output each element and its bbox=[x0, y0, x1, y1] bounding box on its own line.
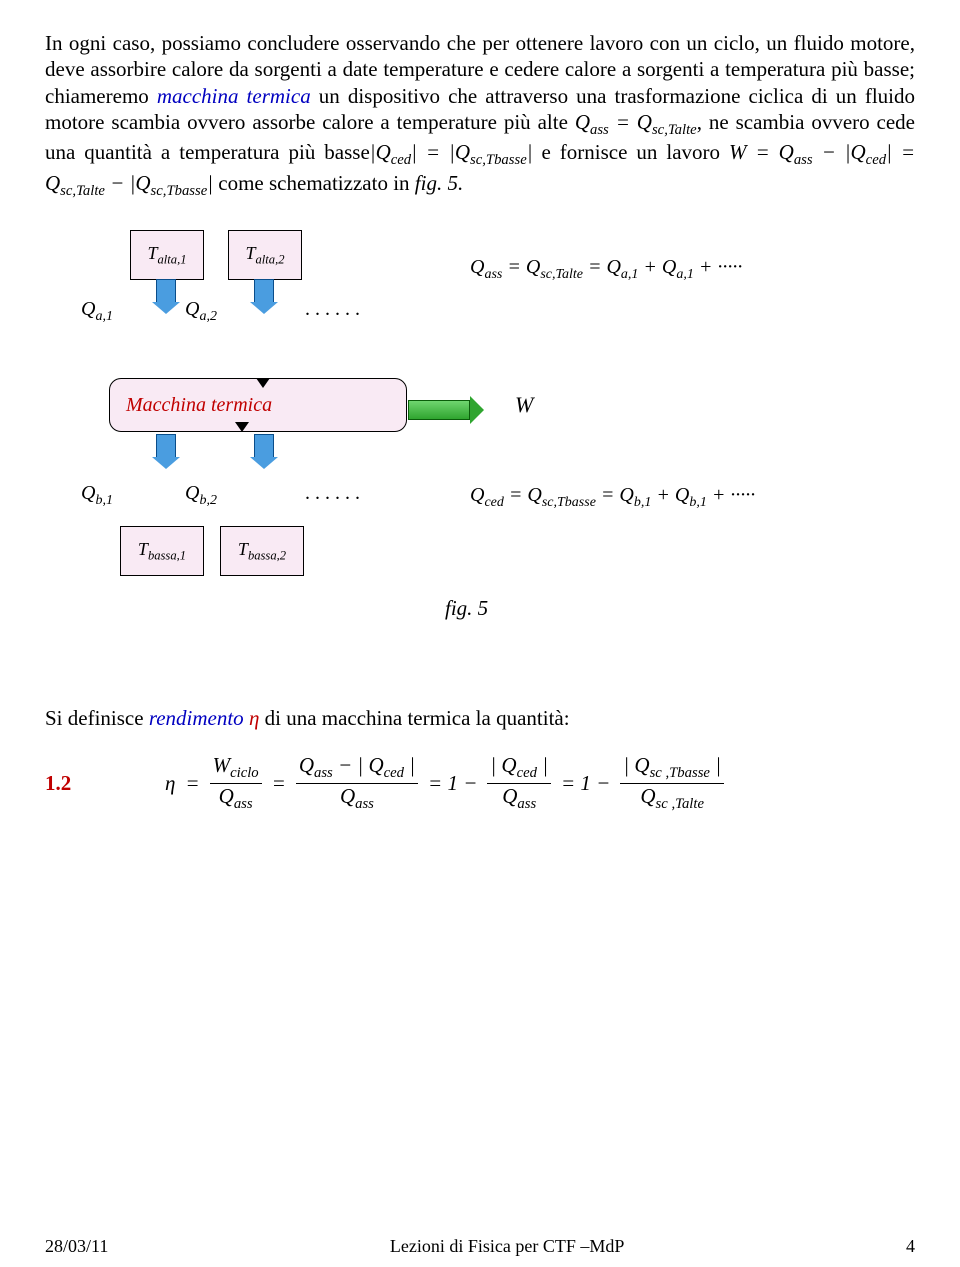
footer-date: 28/03/11 bbox=[45, 1236, 108, 1257]
footer-page: 4 bbox=[906, 1236, 915, 1257]
ellipsis: . . . . . . bbox=[305, 298, 360, 321]
para-text: e fornisce un lavoro bbox=[533, 140, 730, 164]
inline-eq: |Qced| = |Qsc,Tbasse| bbox=[370, 140, 533, 164]
equation-body: η = Wciclo Qass = Qass − | Qced | Qass =… bbox=[165, 753, 724, 812]
figure-caption: fig. 5 bbox=[445, 596, 488, 621]
fraction: Wciclo Qass bbox=[210, 753, 262, 812]
equation-1-2: 1.2 η = Wciclo Qass = Qass − | Qced | Qa… bbox=[45, 753, 915, 812]
flow-marker-icon bbox=[235, 422, 249, 432]
heat-arrow-icon bbox=[249, 279, 279, 311]
flow-marker-icon bbox=[256, 378, 270, 388]
work-arrow-icon bbox=[408, 396, 484, 424]
fraction: Qass − | Qced | Qass bbox=[296, 753, 418, 812]
ellipsis: . . . . . . bbox=[305, 482, 360, 505]
label-qa1: Qa,1 bbox=[81, 298, 113, 325]
reservoir-t-bassa-1: Tbassa,1 bbox=[120, 526, 204, 576]
fig-ref: fig. 5. bbox=[410, 171, 464, 195]
fraction: | Qced | Qass bbox=[487, 753, 551, 812]
symbol-eta: η bbox=[249, 706, 259, 730]
equation-qced: Qced = Qsc,Tbasse = Qb,1 + Qb,1 + ····· bbox=[470, 484, 755, 511]
equation-qass: Qass = Qsc,Talte = Qa,1 + Qa,1 + ····· bbox=[470, 256, 742, 283]
label-qa2: Qa,2 bbox=[185, 298, 217, 325]
fraction: | Qsc ,Tbasse | Qsc ,Talte bbox=[620, 753, 724, 812]
page-footer: 28/03/11 Lezioni di Fisica per CTF –MdP … bbox=[45, 1236, 915, 1257]
label-w: W bbox=[515, 392, 533, 418]
para-text: come schematizzato in bbox=[213, 171, 410, 195]
label-qb1: Qb,1 bbox=[81, 482, 113, 509]
definition-line: Si definisce rendimento η di una macchin… bbox=[45, 706, 915, 731]
figure-5-diagram: Talta,1 Talta,2 Qa,1 Qa,2 . . . . . . Qa… bbox=[45, 230, 915, 670]
equation-number: 1.2 bbox=[45, 771, 165, 796]
label-qb2: Qb,2 bbox=[185, 482, 217, 509]
footer-title: Lezioni di Fisica per CTF –MdP bbox=[390, 1236, 624, 1257]
term-macchina: macchina termica bbox=[157, 84, 311, 108]
heat-arrow-icon bbox=[151, 434, 181, 466]
reservoir-t-bassa-2: Tbassa,2 bbox=[220, 526, 304, 576]
heat-arrow-icon bbox=[151, 279, 181, 311]
reservoir-t-alta-1: Talta,1 bbox=[130, 230, 204, 280]
term-rendimento: rendimento bbox=[149, 706, 249, 730]
heat-arrow-icon bbox=[249, 434, 279, 466]
main-paragraph: In ogni caso, possiamo concludere osserv… bbox=[45, 30, 915, 200]
reservoir-t-alta-2: Talta,2 bbox=[228, 230, 302, 280]
inline-eq: Qass = Qsc,Talte bbox=[575, 110, 697, 134]
machine-label: Macchina termica bbox=[126, 394, 272, 417]
